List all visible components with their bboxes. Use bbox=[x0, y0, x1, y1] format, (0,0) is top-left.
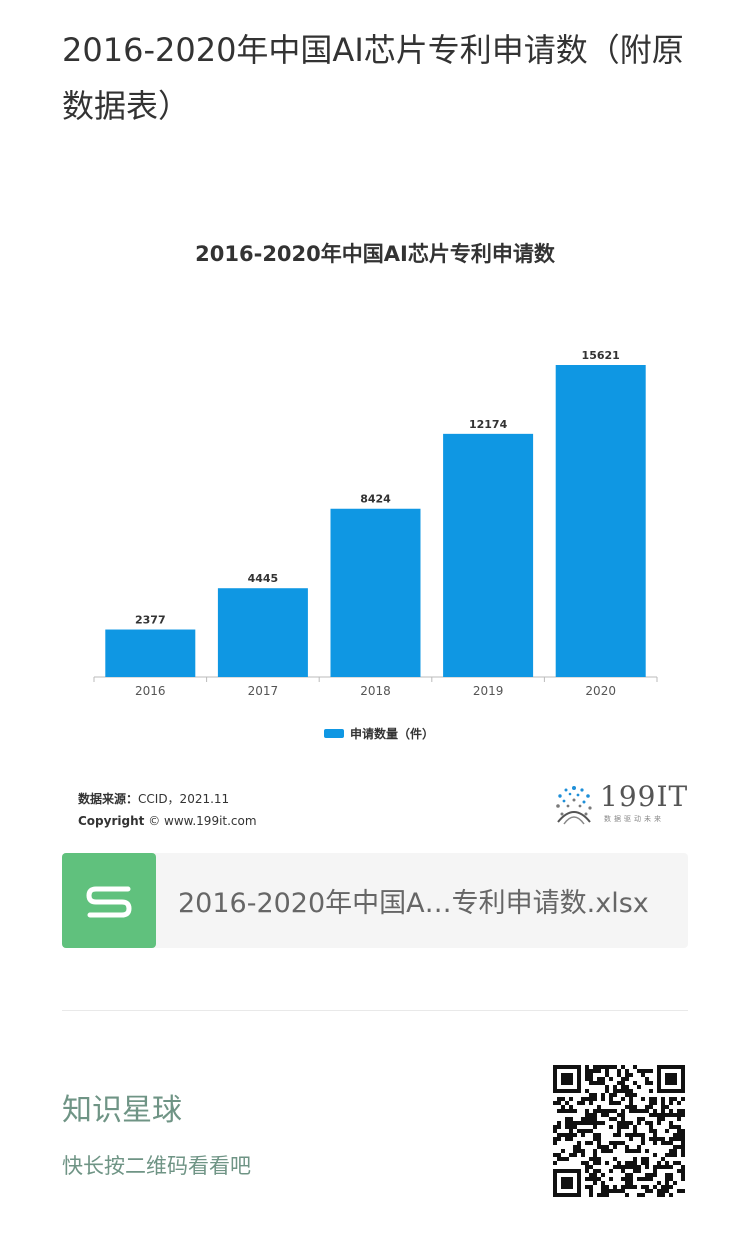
source-value: CCID，2021.11 bbox=[138, 792, 230, 806]
brand-name: 199IT bbox=[600, 780, 689, 813]
dandelion-logo-icon bbox=[556, 786, 592, 825]
copyright-label: Copyright bbox=[78, 814, 145, 828]
divider bbox=[62, 1010, 688, 1011]
knowledge-planet-title: 知识星球 bbox=[62, 1093, 182, 1128]
x-tick-label-2017: 2017 bbox=[248, 684, 279, 698]
copyright-value: © www.199it.com bbox=[148, 814, 257, 828]
chart-source: 数据来源：CCID，2021.11 Copyright © www.199it.… bbox=[78, 788, 257, 832]
bar-chart: 2377 2016 4445 2017 8424 2018 12174 2019 15621 20… bbox=[93, 349, 658, 698]
page-title: 2016-2020年中国AI芯片专利申请数（附原数据表） bbox=[62, 31, 684, 125]
x-tick-label-2019: 2019 bbox=[473, 684, 504, 698]
attachment-file-card[interactable]: 2016-2020年中国A…专利申请数.xlsx bbox=[62, 853, 688, 948]
qr-finder bbox=[553, 1065, 581, 1069]
qr-finder bbox=[553, 1169, 581, 1173]
data-label-2018: 8424 bbox=[360, 493, 391, 506]
x-tick-label-2020: 2020 bbox=[585, 684, 616, 698]
x-tick-label-2018: 2018 bbox=[360, 684, 391, 698]
s-letter-icon bbox=[86, 886, 132, 917]
data-label-2020: 15621 bbox=[582, 349, 620, 362]
bar-2016 bbox=[105, 629, 196, 677]
spreadsheet-s-icon bbox=[62, 853, 156, 948]
chart-legend: 申请数量（件） bbox=[324, 725, 434, 742]
qr-code-icon[interactable] bbox=[553, 1065, 685, 1197]
brand-tagline: 数据驱动未来 bbox=[604, 815, 664, 823]
source-line: 数据来源：CCID，2021.11 bbox=[78, 788, 257, 810]
chart-image: 2377 2016 4445 2017 8424 2018 12174 2019 15621 20… bbox=[62, 222, 688, 842]
chart-title: 2016-2020年中国AI芯片专利申请数 bbox=[195, 242, 555, 266]
data-label-2016: 2377 bbox=[135, 614, 166, 627]
source-label: 数据来源： bbox=[78, 792, 139, 806]
attachment-file-name: 2016-2020年中国A…专利申请数.xlsx bbox=[178, 888, 649, 919]
data-label-2019: 12174 bbox=[469, 418, 508, 431]
data-label-2017: 4445 bbox=[248, 572, 279, 585]
bar-2020 bbox=[555, 365, 646, 677]
bar-2018 bbox=[330, 508, 421, 677]
knowledge-planet-subtitle: 快长按二维码看看吧 bbox=[62, 1154, 251, 1178]
legend-swatch bbox=[324, 729, 344, 738]
x-tick-label-2016: 2016 bbox=[135, 684, 166, 698]
legend-label: 申请数量（件） bbox=[350, 727, 435, 741]
qr-finder bbox=[657, 1065, 685, 1069]
bar-2017 bbox=[217, 588, 308, 677]
copyright-line: Copyright © www.199it.com bbox=[78, 810, 257, 832]
brand-logo: 199IT 数据驱动未来 bbox=[552, 780, 687, 828]
bar-2019 bbox=[443, 433, 534, 677]
